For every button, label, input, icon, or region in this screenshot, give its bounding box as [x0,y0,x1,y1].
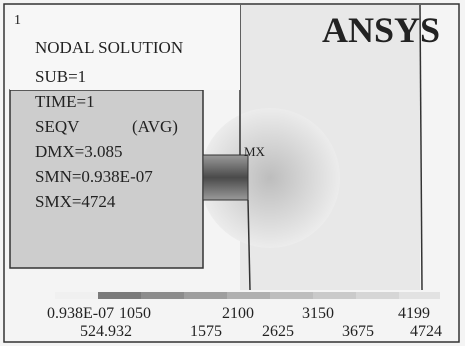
legend-swatch [270,292,313,299]
legend-label: 2100 [222,305,254,322]
legend-swatch [184,292,227,299]
info-line: DMX=3.085 [35,142,123,161]
legend-label: 0.938E-07 [47,305,114,322]
legend-swatch [356,292,399,299]
info-line: SMN=0.938E-07 [35,167,153,186]
legend-label: 2625 [262,323,294,340]
legend-swatch [399,292,440,299]
legend-label: 4199 [398,305,430,322]
legend-label: 3150 [302,305,334,322]
legend-swatch [55,292,98,299]
legend-label: 1575 [190,323,222,340]
info-line: SUB=1 [35,67,86,86]
legend-label: 3675 [342,323,374,340]
legend-label: 4724 [410,323,442,340]
legend-swatch [141,292,184,299]
info-line: TIME=1 [35,92,95,111]
logo: ANSYS [322,10,440,50]
legend-label: 524.932 [80,323,132,340]
neck [203,155,248,200]
info-line: SMX=4724 [35,192,116,211]
legend-swatch [98,292,141,299]
legend-swatch [227,292,270,299]
info-line: (AVG) [132,117,178,136]
info-line: SEQV [35,117,80,136]
title: NODAL SOLUTION [35,38,183,57]
max-marker: MX [244,144,266,159]
legend-swatch [313,292,356,299]
legend-bar [55,292,440,299]
window-number: 1 [14,13,21,28]
legend-label: 1050 [119,305,151,322]
ansys-window: 1 ANSYS NODAL SOLUTION SUB=1 TIME=1 SEQV… [0,0,465,346]
